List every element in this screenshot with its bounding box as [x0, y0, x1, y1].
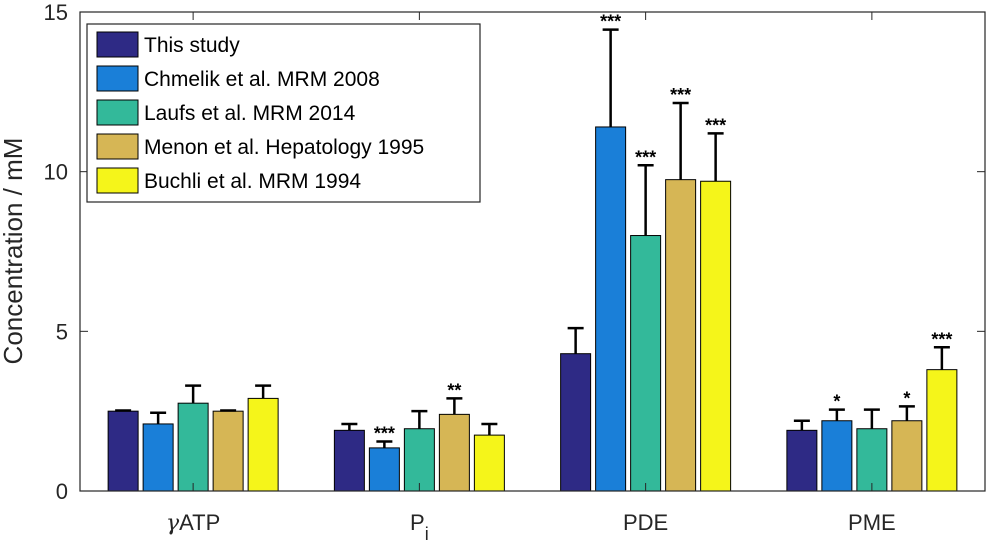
- bar: [700, 180, 732, 492]
- bar: [368, 447, 400, 492]
- legend-swatch: [96, 133, 139, 160]
- legend-swatch: [96, 99, 139, 126]
- significance-label: *: [903, 388, 910, 408]
- bar: [333, 429, 365, 492]
- x-tick-label: PME: [848, 510, 896, 535]
- significance-label: ***: [931, 329, 952, 349]
- bar: [665, 179, 697, 492]
- gamma-symbol: γ: [166, 511, 180, 536]
- bars-layer: [107, 126, 958, 492]
- bar: [177, 402, 209, 492]
- bar: [560, 353, 592, 492]
- legend-box: [86, 23, 481, 203]
- x-tick-label: γATP: [166, 510, 220, 536]
- legend-entry-label: Laufs et al. MRM 2014: [144, 102, 356, 125]
- x-tick-label: PDE: [623, 510, 668, 535]
- significance-label: *: [833, 392, 840, 412]
- bar: [630, 235, 662, 492]
- x-tick-subscript: i: [425, 524, 429, 542]
- y-tick-label: 10: [44, 160, 68, 185]
- significance-label: ***: [705, 115, 726, 135]
- bar: [212, 410, 244, 492]
- bar: [786, 429, 818, 492]
- significance-label: ***: [670, 85, 691, 105]
- axes: γATP Pi PDE PME 0 5 10 15: [44, 0, 986, 542]
- legend-entry-label: Buchli et al. MRM 1994: [144, 170, 361, 193]
- legend-swatch: [96, 31, 139, 58]
- legend-entry-label: This study: [144, 34, 240, 57]
- bar: [403, 428, 435, 492]
- legend-swatch: [96, 167, 139, 194]
- significance-labels-layer: ****************** ****: [374, 12, 953, 444]
- plot-frame: [79, 11, 986, 492]
- bar: [107, 410, 139, 492]
- bar: [473, 434, 505, 492]
- bar: [821, 420, 853, 492]
- legend-swatch: [96, 65, 139, 92]
- x-tick-text: ATP: [179, 510, 220, 535]
- bar: [926, 369, 958, 492]
- bar: [891, 420, 923, 492]
- bar: [438, 413, 470, 492]
- bar: [595, 126, 627, 492]
- significance-label: **: [447, 380, 461, 400]
- y-tick-label: 0: [56, 479, 68, 504]
- x-tick-label: Pi: [410, 510, 429, 542]
- y-tick-label: 5: [56, 319, 68, 344]
- y-axis-title: Concentration / mM: [0, 138, 28, 365]
- significance-label: ***: [635, 147, 656, 167]
- bar: [856, 428, 888, 492]
- y-tick-label: 15: [44, 0, 68, 25]
- legend-entry-label: Menon et al. Hepatology 1995: [144, 136, 424, 159]
- error-bars-layer: [115, 28, 950, 448]
- bar: [142, 423, 174, 492]
- x-tick-text: P: [410, 510, 425, 535]
- significance-label: ***: [600, 12, 621, 32]
- legend-entry-label: Chmelik et al. MRM 2008: [144, 68, 380, 91]
- legend: This study Chmelik et al. MRM 2008 Laufs e…: [86, 23, 481, 203]
- significance-label: ***: [374, 424, 395, 444]
- bar: [247, 397, 279, 492]
